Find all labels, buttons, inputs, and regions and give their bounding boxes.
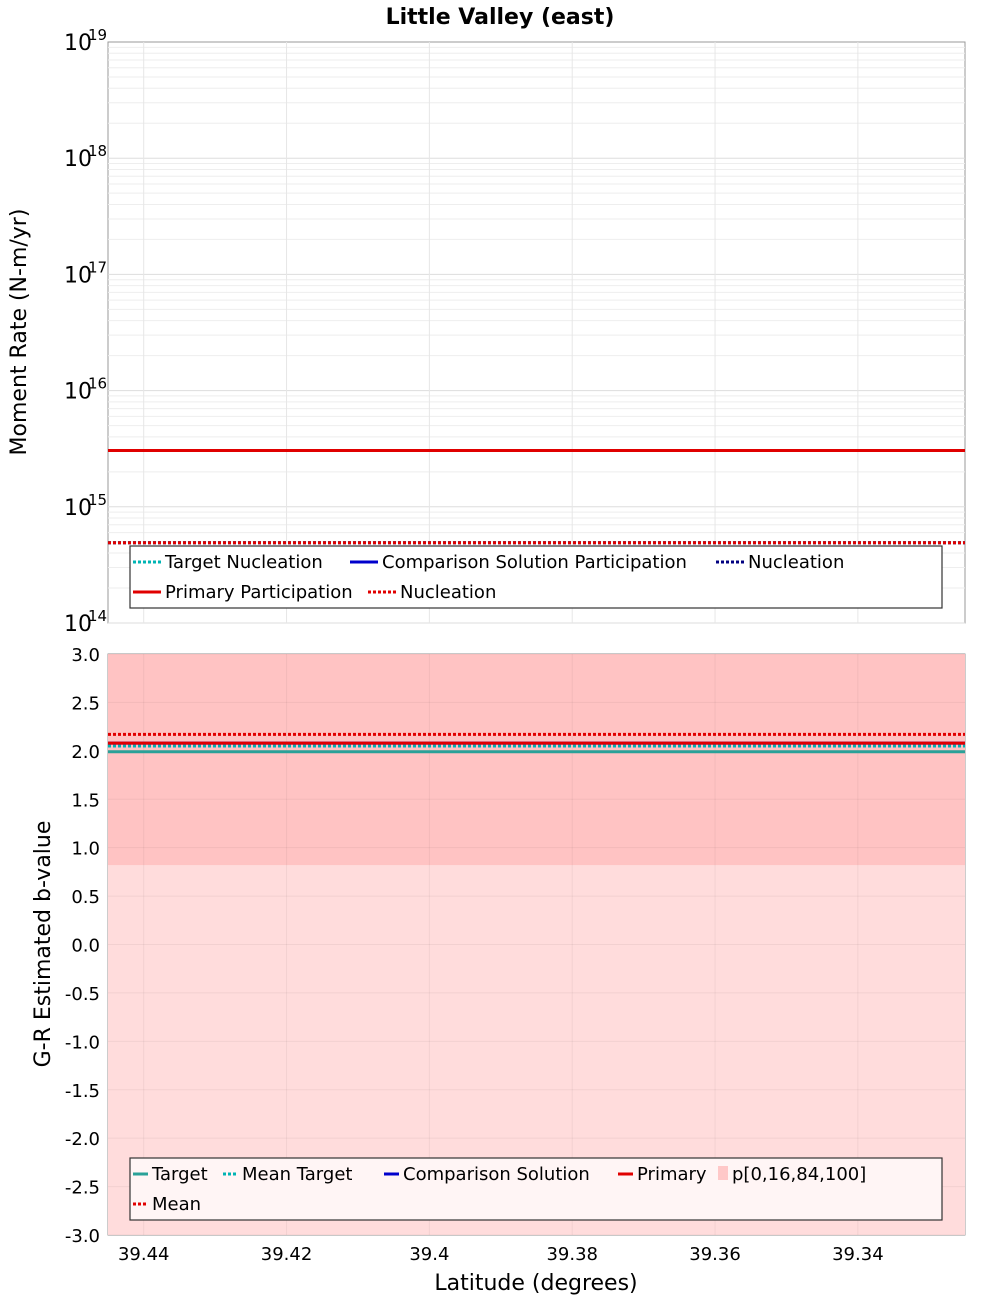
x-tick-label: 39.4 — [409, 1244, 449, 1265]
x-tick-label: 39.42 — [261, 1244, 313, 1265]
x-tick-label: 39.44 — [118, 1244, 170, 1265]
moment-rate-y-tick-exp: 14 — [88, 607, 107, 625]
moment-rate-y-tick-exp: 16 — [88, 375, 107, 393]
b-value-y-tick: -3.0 — [65, 1226, 100, 1247]
b-value-y-tick: -2.5 — [65, 1178, 100, 1199]
b-value-y-tick: 1.5 — [71, 790, 100, 811]
b-value-y-tick: 3.0 — [71, 645, 100, 666]
legend-label-target-nucleation: Target Nucleation — [164, 552, 323, 573]
b-value-y-tick: 2.5 — [71, 693, 100, 714]
moment-rate-y-tick-exp: 17 — [88, 258, 107, 276]
legend-label-primary-participation: Primary Participation — [165, 582, 353, 603]
moment-rate-y-tick-exp: 18 — [88, 142, 107, 160]
moment-rate-y-label: Moment Rate (N-m/yr) — [7, 209, 32, 456]
legend-label-comparison-solution-participation: Comparison Solution Participation — [382, 552, 687, 573]
legend-label-target: Target — [151, 1164, 208, 1185]
b-value-y-tick: -1.5 — [65, 1081, 100, 1102]
x-axis-label: Latitude (degrees) — [434, 1271, 637, 1296]
b-value-y-tick: 0.5 — [71, 887, 100, 908]
legend-swatch-p-0-16-84-100 — [718, 1166, 728, 1180]
moment-rate-legend-box — [129, 545, 943, 609]
moment-rate-legend[interactable]: Target Nucleation Comparison Solution Par… — [129, 545, 943, 609]
chart-title: Little Valley (east) — [386, 5, 615, 30]
band-p-16-84 — [108, 654, 965, 866]
legend-label-primary: Primary — [637, 1164, 707, 1185]
b-value-y-tick: 1.0 — [71, 839, 100, 860]
x-tick-label: 39.36 — [689, 1244, 741, 1265]
b-value-panel: 3.0 2.5 2.0 1.5 1.0 0.5 0.0 -0.5 -1.0 -1.5 -2.0 -2.… — [31, 645, 966, 1296]
moment-rate-y-tick-base: 10 — [64, 612, 92, 637]
moment-rate-y-tick-exp: 19 — [88, 26, 107, 44]
x-tick-label: 39.38 — [546, 1244, 598, 1265]
b-value-y-ticks: 3.0 2.5 2.0 1.5 1.0 0.5 0.0 -0.5 -1.0 -1.5 -2.0 -2.… — [65, 645, 100, 1247]
moment-rate-plot-area — [107, 41, 966, 624]
legend-label-mean-target: Mean Target — [242, 1164, 352, 1185]
b-value-x-ticks: 39.44 39.42 39.4 39.38 39.36 39.34 — [118, 1244, 884, 1265]
moment-rate-series — [108, 449, 965, 545]
b-value-legend[interactable]: Target Mean Target Comparison Solution Prim… — [129, 1157, 943, 1221]
b-value-y-tick: -2.0 — [65, 1129, 100, 1150]
legend-label-mean: Mean — [152, 1194, 201, 1215]
legend-label-nucleation: Nucleation — [748, 552, 844, 573]
b-value-y-tick: -0.5 — [65, 984, 100, 1005]
moment-rate-y-tick-base: 10 — [64, 496, 92, 521]
b-value-series — [108, 732, 965, 754]
legend-label-comparison-solution: Comparison Solution — [403, 1164, 590, 1185]
b-value-y-tick: 0.0 — [71, 936, 100, 957]
x-tick-label: 39.34 — [832, 1244, 884, 1265]
legend-label-nucleation: Nucleation — [400, 582, 496, 603]
legend-label-p-0-16-84-100: p[0,16,84,100] — [732, 1164, 866, 1185]
moment-rate-y-tick-base: 10 — [64, 147, 92, 172]
moment-rate-y-tick-exp: 15 — [88, 491, 107, 509]
b-value-legend-box — [129, 1157, 943, 1221]
moment-rate-y-tick-base: 10 — [64, 380, 92, 405]
b-value-y-label: G-R Estimated b-value — [31, 821, 56, 1068]
b-value-y-tick: 2.0 — [71, 742, 100, 763]
moment-rate-y-tick-base: 10 — [64, 263, 92, 288]
moment-rate-y-tick-base: 10 — [64, 31, 92, 56]
b-value-y-tick: -1.0 — [65, 1032, 100, 1053]
